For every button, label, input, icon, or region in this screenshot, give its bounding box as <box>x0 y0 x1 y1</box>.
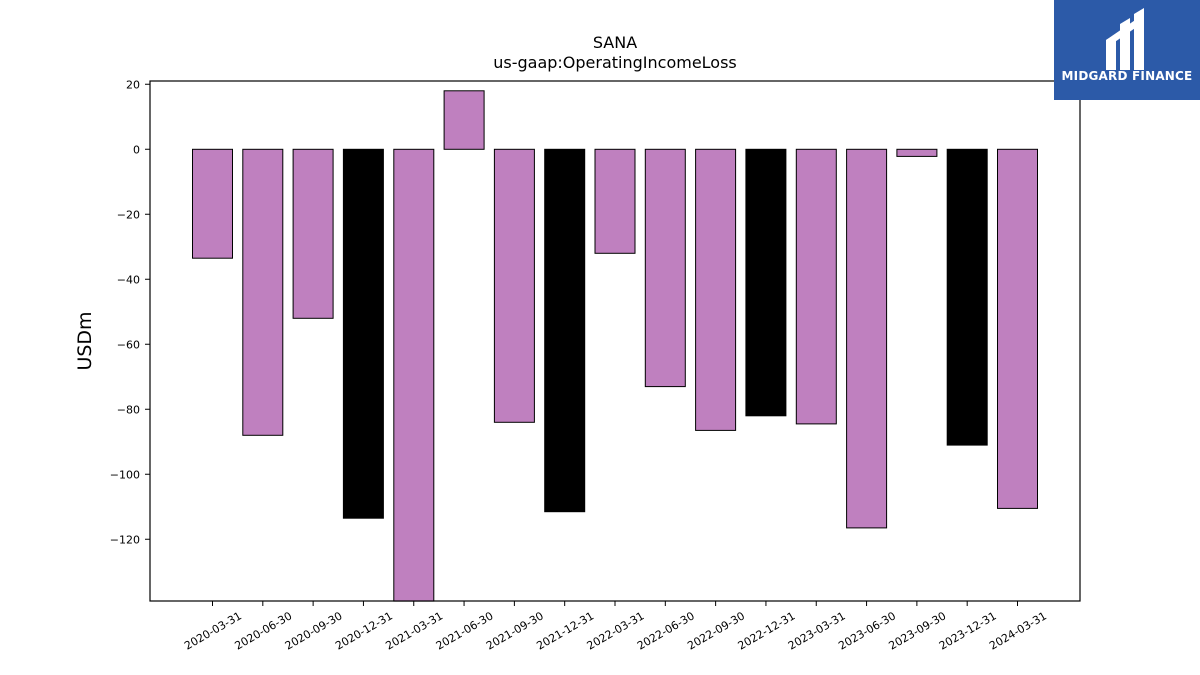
bar-2023-12-31 <box>946 148 988 446</box>
bar-2020-09-30 <box>292 148 334 319</box>
midgard-logo-icon <box>1106 8 1144 70</box>
bar-2022-09-30 <box>695 148 737 431</box>
y-tick-label: −40 <box>117 273 140 286</box>
bar-2021-09-30 <box>493 148 535 423</box>
plot-area-frame <box>149 80 1081 602</box>
bar-2024-03-31 <box>997 148 1038 509</box>
midgard-finance-logo: MIDGARD FINANCE <box>1054 0 1200 100</box>
y-tick-label: −100 <box>110 468 140 481</box>
y-tick-label: −60 <box>117 338 140 351</box>
y-tick-label: −20 <box>117 208 140 221</box>
y-tick-label: −120 <box>110 533 140 546</box>
bar-2021-12-31 <box>544 148 586 513</box>
y-axis-label: USDm <box>74 311 96 370</box>
bar-2023-03-31 <box>795 148 837 425</box>
x-axis-ticks: 2020-03-312020-06-302020-09-302020-12-31… <box>182 601 1049 653</box>
y-tick-label: −80 <box>117 403 140 416</box>
chart-title: SANA <box>593 33 637 52</box>
bar-2020-03-31 <box>192 148 233 259</box>
x-tick-label: 2024-03-31 <box>987 609 1049 652</box>
bar-2023-06-30 <box>846 148 888 529</box>
y-tick-label: 0 <box>133 143 140 156</box>
bar-2022-06-30 <box>644 148 686 388</box>
logo-text: MIDGARD FINANCE <box>1061 69 1193 83</box>
bars-group <box>192 90 1038 602</box>
y-tick-label: 20 <box>126 78 140 91</box>
bar-2021-06-30 <box>443 90 485 150</box>
bar-2023-09-30 <box>896 148 938 157</box>
bar-2020-12-31 <box>342 148 384 519</box>
bar-2021-03-31 <box>393 148 435 602</box>
bar-2022-12-31 <box>745 148 787 417</box>
y-axis-ticks: 20 0 −20 −40 −60 −80 −100 −120 <box>110 78 150 546</box>
bar-2020-06-30 <box>242 148 284 436</box>
chart-subtitle: us-gaap:OperatingIncomeLoss <box>493 53 737 72</box>
bar-2022-03-31 <box>594 148 636 254</box>
